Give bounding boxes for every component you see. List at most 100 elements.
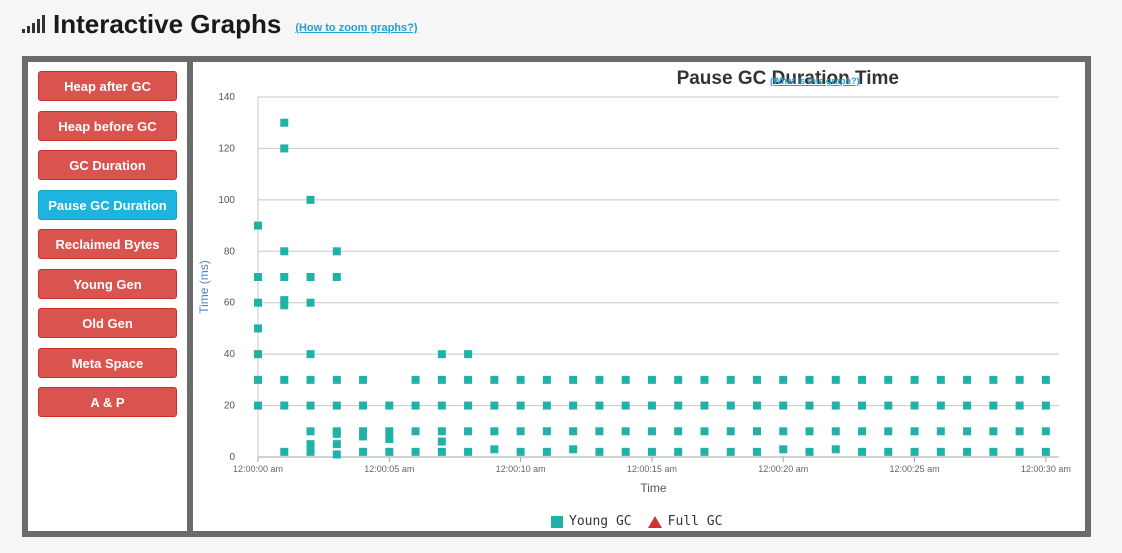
zoom-help-link[interactable]: (How to zoom graphs?) <box>295 22 418 34</box>
young-gc-point <box>752 401 761 410</box>
young-gc-point <box>752 447 761 456</box>
young-gc-point <box>831 427 840 436</box>
young-gc-point <box>1041 375 1050 384</box>
heap-after-gc-button[interactable]: Heap after GC <box>38 71 177 101</box>
young-gc-point <box>884 427 893 436</box>
young-gc-point <box>989 427 998 436</box>
young-gc-point <box>963 375 972 384</box>
a-and-p-button[interactable]: A & P <box>38 387 177 417</box>
young-gc-point <box>332 450 341 459</box>
full-gc-legend-label[interactable]: Full GC <box>667 514 723 529</box>
young-gc-point <box>254 273 262 281</box>
young-gc-point <box>359 432 368 441</box>
x-axis-title: Time <box>640 481 667 495</box>
young-gc-point <box>569 375 578 384</box>
young-gc-point <box>936 375 945 384</box>
young-gc-point <box>490 445 499 454</box>
young-gc-point <box>779 375 788 384</box>
young-gc-point <box>647 375 656 384</box>
young-gc-point <box>1041 427 1050 436</box>
young-gc-point <box>437 427 446 436</box>
young-gc-point <box>963 401 972 410</box>
young-gc-point <box>306 350 315 359</box>
reclaimed-bytes-button[interactable]: Reclaimed Bytes <box>38 229 177 259</box>
gc-duration-button[interactable]: GC Duration <box>38 150 177 180</box>
young-gc-point <box>752 375 761 384</box>
young-gc-point <box>332 401 341 410</box>
heap-before-gc-button[interactable]: Heap before GC <box>38 111 177 141</box>
young-gc-point <box>359 427 368 436</box>
x-tick-label: 12:00:20 am <box>758 464 808 474</box>
young-gc-point <box>831 445 840 454</box>
young-gc-point <box>989 447 998 456</box>
y-axis-title: Time (ms) <box>197 260 211 314</box>
y-tick-label: 100 <box>218 195 235 206</box>
pause-gc-duration-button[interactable]: Pause GC Duration <box>38 190 177 220</box>
young-gc-point <box>595 447 604 456</box>
young-gc-point <box>647 401 656 410</box>
y-tick-label: 20 <box>224 401 236 412</box>
x-tick-label: 12:00:15 am <box>627 464 677 474</box>
young-gc-point <box>411 447 420 456</box>
young-gc-point <box>674 375 683 384</box>
young-gc-legend-swatch <box>551 515 563 528</box>
young-gc-point <box>332 429 341 438</box>
young-gc-point <box>359 401 368 410</box>
young-gc-point <box>858 447 867 456</box>
young-gc-point <box>700 427 709 436</box>
young-gc-point <box>726 427 735 436</box>
young-gc-point <box>1015 427 1024 436</box>
young-gc-point <box>280 296 289 305</box>
young-gc-point <box>936 401 945 410</box>
young-gc-point <box>805 401 814 410</box>
young-gc-legend-label[interactable]: Young GC <box>569 514 632 529</box>
young-gc-point <box>359 447 368 456</box>
young-gc-point <box>490 375 499 384</box>
young-gc-point <box>805 447 814 456</box>
x-tick-label: 12:00:10 am <box>496 464 546 474</box>
young-gc-point <box>306 273 315 281</box>
young-gc-point <box>516 427 525 436</box>
young-gc-point <box>437 350 446 359</box>
young-gc-point <box>306 447 315 456</box>
young-gc-point <box>437 401 446 410</box>
pause-gc-chart[interactable]: Pause GC Duration Time (What is this gra… <box>193 62 1085 531</box>
y-tick-label: 40 <box>224 349 236 360</box>
young-gc-point <box>332 273 341 281</box>
young-gc-point <box>280 375 289 384</box>
young-gc-point <box>542 447 551 456</box>
young-gc-point <box>516 375 525 384</box>
y-tick-label: 140 <box>218 92 235 103</box>
young-gc-point <box>910 447 919 456</box>
young-gc-point <box>726 375 735 384</box>
old-gen-button[interactable]: Old Gen <box>38 308 177 338</box>
young-gen-button[interactable]: Young Gen <box>38 269 177 299</box>
young-gc-point <box>306 427 315 436</box>
young-gc-point <box>516 401 525 410</box>
young-gc-point <box>989 375 998 384</box>
young-gc-point <box>464 427 473 436</box>
meta-space-button[interactable]: Meta Space <box>38 348 177 378</box>
what-is-this-graph-link[interactable]: (What is this graph?) <box>770 76 860 86</box>
young-gc-point <box>647 427 656 436</box>
young-gc-point <box>621 427 630 436</box>
young-gc-point <box>306 298 315 307</box>
young-gc-point <box>280 447 289 456</box>
young-gc-point <box>963 447 972 456</box>
young-gc-point <box>621 401 630 410</box>
young-gc-point <box>1015 401 1024 410</box>
young-gc-point <box>752 427 761 436</box>
young-gc-point <box>332 247 341 256</box>
young-gc-point <box>726 401 735 410</box>
young-gc-point <box>254 221 262 230</box>
graph-selector-sidebar: Heap after GC Heap before GC GC Duration… <box>28 62 187 531</box>
bar-chart-icon <box>22 15 45 33</box>
young-gc-point <box>464 401 473 410</box>
young-gc-point <box>805 375 814 384</box>
young-gc-point <box>306 401 315 410</box>
young-gc-point <box>779 427 788 436</box>
young-gc-point <box>306 440 315 449</box>
y-tick-label: 60 <box>224 298 236 309</box>
young-gc-point <box>542 427 551 436</box>
young-gc-point <box>1041 447 1050 456</box>
